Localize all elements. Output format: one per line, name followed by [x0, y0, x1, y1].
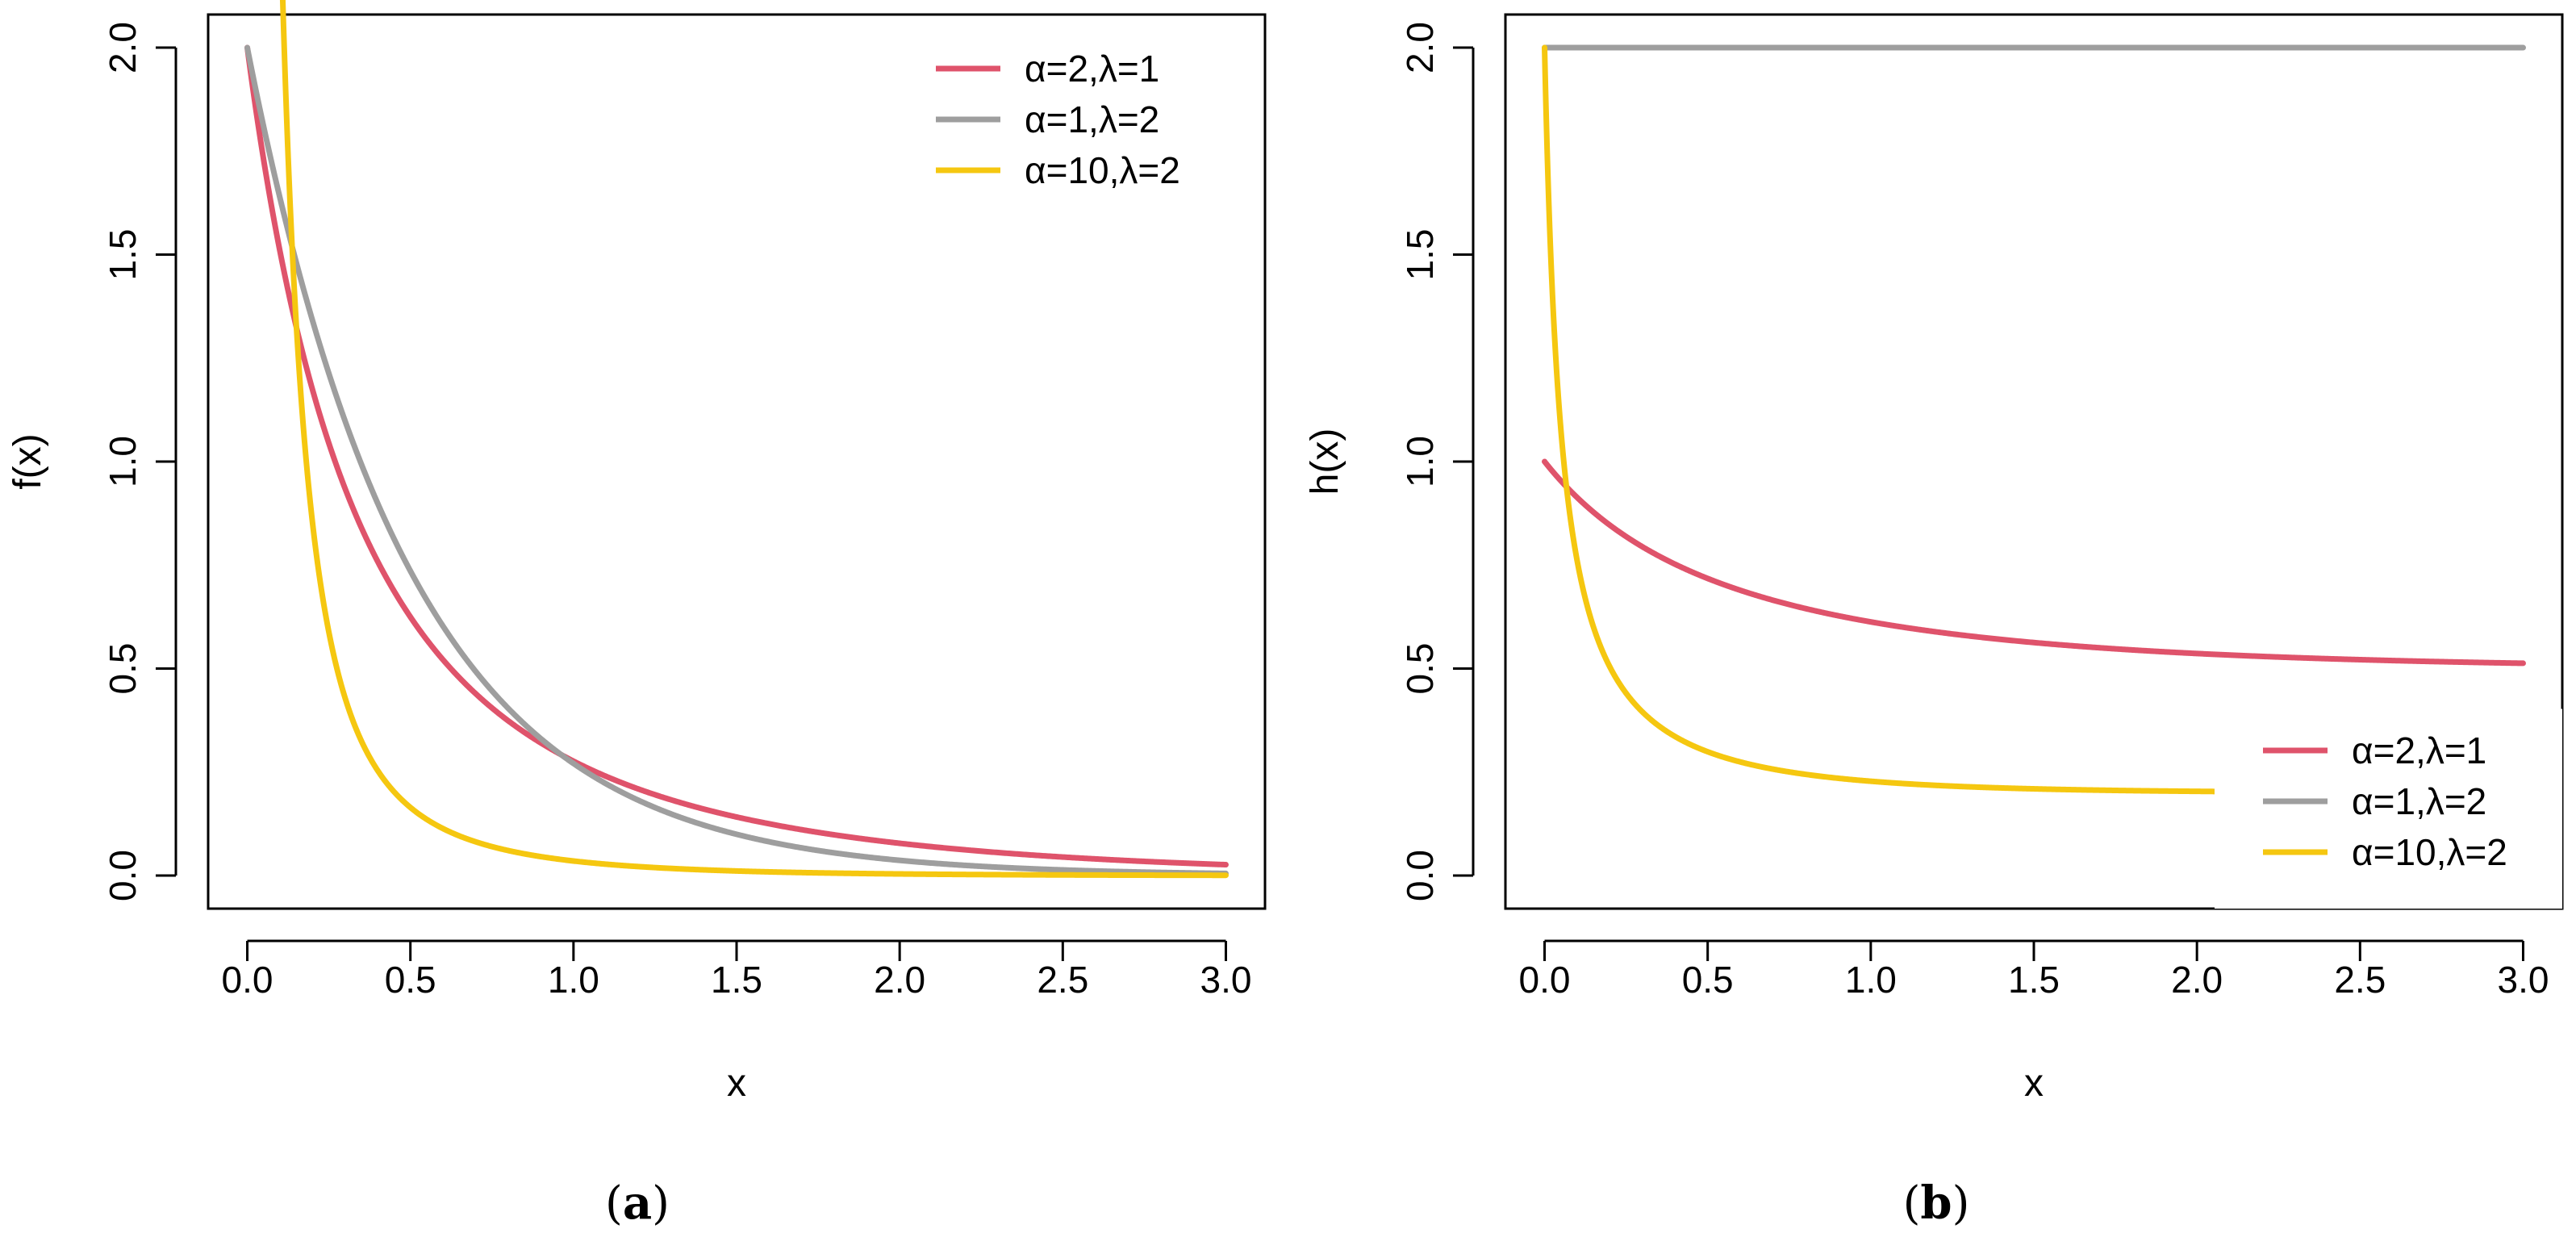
legend-label: α=1,λ=2	[1025, 98, 1159, 140]
y-tick-label: 0.5	[1399, 643, 1441, 695]
legend-label: α=2,λ=1	[2352, 729, 2486, 771]
x-tick-label: 1.0	[548, 959, 599, 1001]
y-tick-label: 1.5	[1399, 229, 1441, 281]
y-tick-label: 1.0	[102, 436, 144, 487]
x-tick-label: 0.5	[1682, 959, 1734, 1001]
x-tick-label: 3.0	[2498, 959, 2549, 1001]
x-tick-label: 1.5	[2008, 959, 2060, 1001]
panel-caption: (b)	[1903, 1177, 1970, 1230]
legend: α=2,λ=1 α=1,λ=2 α=10,λ=2	[936, 48, 1180, 191]
series-line	[1542, 458, 2526, 667]
legend-label: α=2,λ=1	[1025, 48, 1159, 90]
series-line	[1542, 44, 2526, 796]
x-tick-label: 1.5	[711, 959, 762, 1001]
x-tick-label: 0.0	[222, 959, 273, 1001]
y-axis-label: f(x)	[6, 433, 49, 489]
x-tick-label: 0.5	[385, 959, 436, 1001]
y-tick-label: 2.0	[1399, 22, 1441, 73]
y-tick-label: 2.0	[102, 22, 144, 73]
x-axis-label: x	[727, 1062, 746, 1105]
x-tick-label: 2.5	[2334, 959, 2386, 1001]
series-line	[279, 0, 1229, 879]
x-tick-label: 2.0	[2171, 959, 2223, 1001]
y-tick-label: 1.5	[102, 229, 144, 281]
plot-frame	[1504, 13, 2564, 910]
panel-a: 0.0 0.5 1.0 1.5 2.0 2.5 3.0 0.0 0.5 1.0 1.5 2.0 x f(x…	[6, 0, 1267, 1230]
legend-label: α=1,λ=2	[2352, 780, 2486, 822]
x-tick-label: 1.0	[1845, 959, 1897, 1001]
legend-background	[2215, 709, 2562, 909]
panel-b: 0.0 0.5 1.0 1.5 2.0 2.5 3.0 0.0 0.5 1.0 1.5 2.0 x h(x…	[1304, 13, 2564, 1230]
y-axis-label: h(x)	[1304, 428, 1346, 495]
y-tick-label: 0.5	[102, 643, 144, 695]
legend: α=2,λ=1 α=1,λ=2 α=10,λ=2	[2215, 709, 2562, 909]
y-tick-label: 0.0	[1399, 850, 1441, 901]
y-tick-label: 1.0	[1399, 436, 1441, 487]
y-tick-label: 0.0	[102, 850, 144, 901]
panel-caption: (a)	[605, 1177, 670, 1230]
legend-label: α=10,λ=2	[1025, 149, 1180, 191]
x-tick-label: 3.0	[1200, 959, 1252, 1001]
legend-label: α=10,λ=2	[2352, 831, 2507, 873]
x-tick-label: 2.0	[874, 959, 925, 1001]
x-tick-label: 0.0	[1519, 959, 1571, 1001]
series-line	[244, 44, 1229, 876]
plot-frame	[207, 13, 1267, 910]
x-axis-label: x	[2024, 1062, 2044, 1105]
x-tick-label: 2.5	[1037, 959, 1088, 1001]
